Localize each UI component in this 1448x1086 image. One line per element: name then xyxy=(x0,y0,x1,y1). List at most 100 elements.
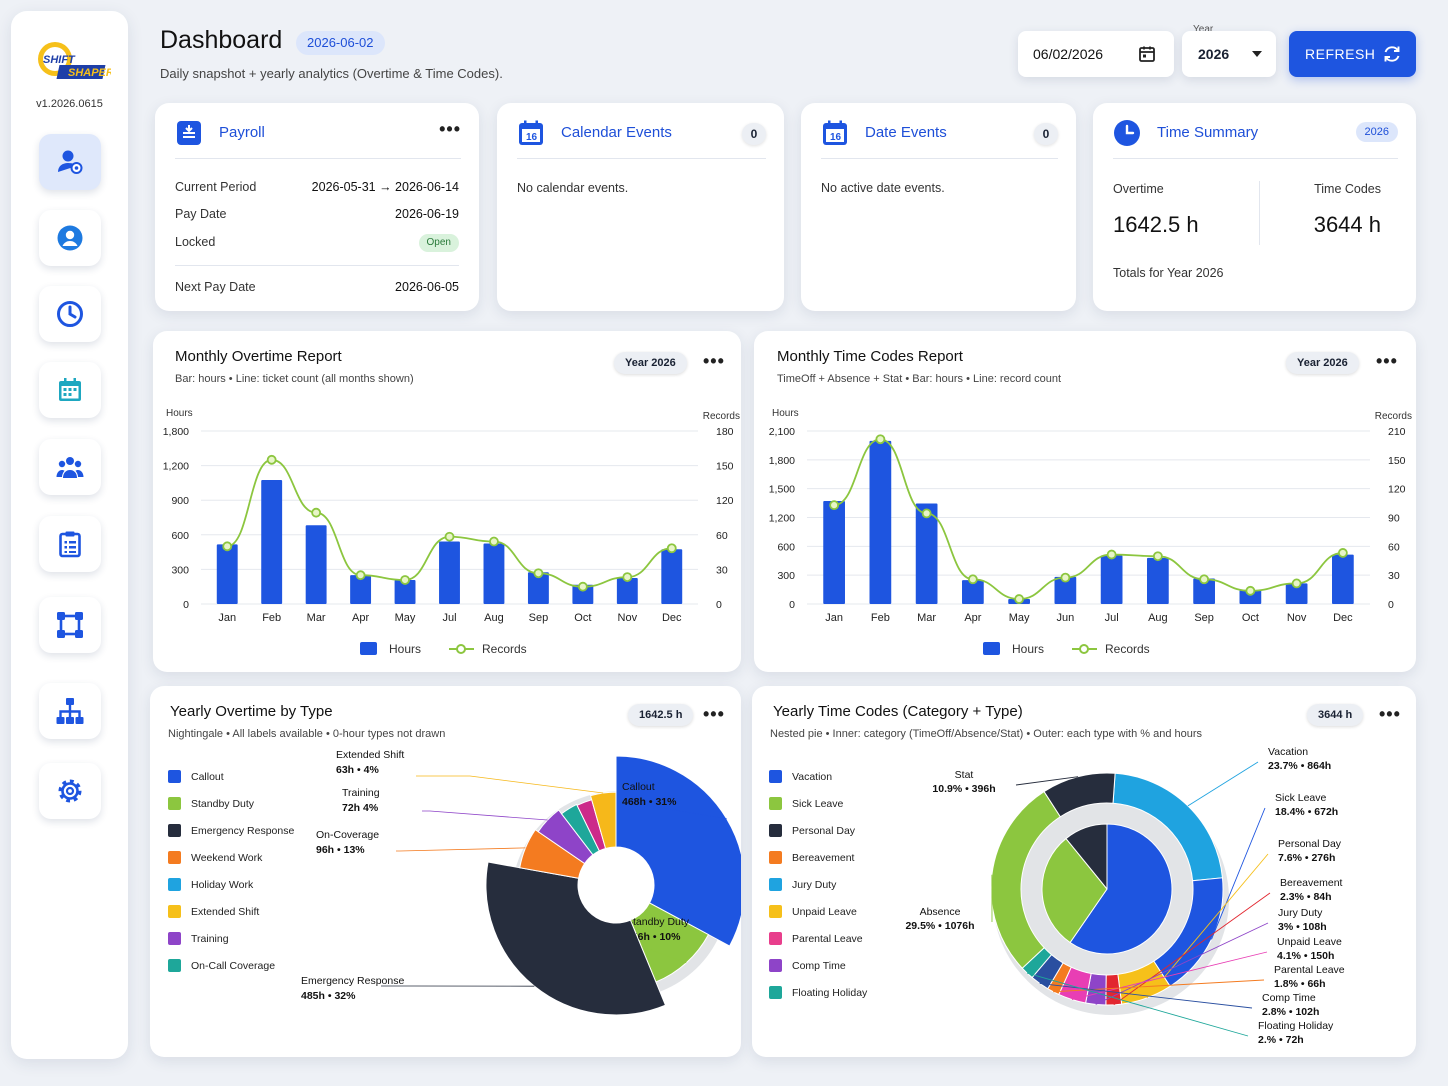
slice-value: 2.3% • 84h xyxy=(1280,891,1332,903)
y-tick-label: 600 xyxy=(171,530,189,542)
date-picker-input[interactable]: 06/02/2026 xyxy=(1018,31,1174,77)
slice-label: Comp Time xyxy=(1262,992,1316,1004)
legend-label: Standby Duty xyxy=(191,798,255,810)
outer-slice-stat xyxy=(1043,772,1116,818)
records-point-dec xyxy=(666,543,677,554)
logo-top-text: SHIFT xyxy=(43,54,76,66)
row-label: Next Pay Date xyxy=(175,280,256,294)
legend-label: Extended Shift xyxy=(191,906,260,918)
records-point-jul xyxy=(1106,549,1117,560)
payroll-card: Payroll ••• Current Period 2026-05-31 → … xyxy=(155,103,479,311)
records-point-sep xyxy=(1199,574,1210,585)
y2-tick-label: 120 xyxy=(1388,484,1406,496)
nav-time[interactable] xyxy=(39,286,101,342)
monthly-timecodes-more-icon[interactable]: ••• xyxy=(1376,351,1398,371)
records-point-jul xyxy=(444,531,455,542)
y-tick-label: 1,800 xyxy=(769,455,795,467)
legend-item[interactable]: Bereavement xyxy=(769,851,867,878)
x-tick-label: Dec xyxy=(1333,612,1353,624)
monthly-overtime-more-icon[interactable]: ••• xyxy=(703,351,725,371)
payroll-more-icon[interactable]: ••• xyxy=(439,119,461,139)
legend-label: Training xyxy=(191,933,229,945)
svg-text:16: 16 xyxy=(526,132,538,143)
legend-label: Jury Duty xyxy=(792,879,837,891)
legend-swatch xyxy=(168,797,181,810)
y2-tick-label: 30 xyxy=(1388,570,1400,582)
time-summary-year-badge: 2026 xyxy=(1355,122,1398,142)
slice-label: Vacation xyxy=(1268,746,1308,758)
nav-org-chart[interactable] xyxy=(39,683,101,739)
x-tick-label: Jul xyxy=(1105,612,1119,624)
records-point-dec xyxy=(1337,548,1348,558)
yearly-timecodes-subtitle: Nested pie • Inner: category (TimeOff/Ab… xyxy=(770,728,1203,740)
legend-item[interactable]: Emergency Response xyxy=(168,824,294,851)
nav-team[interactable] xyxy=(39,439,101,495)
legend-item[interactable]: Standby Duty xyxy=(168,797,294,824)
app-logo[interactable]: SHIFT SHAPER xyxy=(35,39,114,87)
legend-hours-label: Hours xyxy=(1012,642,1044,656)
legend-item[interactable]: Extended Shift xyxy=(168,905,294,932)
row-value: 2026-06-19 xyxy=(395,207,459,221)
time-summary-title: Time Summary xyxy=(1157,124,1259,141)
x-tick-label: Apr xyxy=(964,612,981,624)
nav-workflow[interactable] xyxy=(39,597,101,653)
legend-item[interactable]: Weekend Work xyxy=(168,851,294,878)
bar-aug xyxy=(1147,557,1169,604)
slice-value: 4.1% • 150h xyxy=(1277,950,1334,962)
legend-label: Vacation xyxy=(792,771,833,783)
slice-value: 96h • 13% xyxy=(316,844,365,856)
legend-item[interactable]: Holiday Work xyxy=(168,878,294,905)
x-tick-label: Aug xyxy=(484,612,504,624)
legend-item[interactable]: On-Call Coverage xyxy=(168,959,294,986)
timecodes-label: Time Codes xyxy=(1314,182,1381,196)
y2-tick-label: 180 xyxy=(716,426,734,438)
nav-payroll[interactable] xyxy=(39,134,101,190)
refresh-button[interactable]: REFRESH xyxy=(1289,31,1416,77)
y-tick-label: 1,500 xyxy=(769,484,795,496)
legend-swatch xyxy=(168,959,181,972)
year-select[interactable]: 2026 xyxy=(1182,31,1276,77)
overtime-label: Overtime xyxy=(1113,182,1164,196)
calendar-picker-icon[interactable] xyxy=(1138,45,1156,63)
legend-item[interactable]: Comp Time xyxy=(769,959,867,986)
legend-item[interactable]: Jury Duty xyxy=(769,878,867,905)
leader-line xyxy=(1039,983,1253,1009)
monthly-timecodes-subtitle: TimeOff + Absence + Stat • Bar: hours • … xyxy=(777,373,1062,385)
payroll-row-pay-date: Pay Date 2026-06-19 xyxy=(175,207,459,221)
yearly-timecodes-total-badge: 3644 h xyxy=(1307,704,1364,726)
slice-label: Floating Holiday xyxy=(1258,1020,1334,1032)
legend-item[interactable]: Unpaid Leave xyxy=(769,905,867,932)
date-events-empty: No active date events. xyxy=(821,181,945,195)
y2-tick-label: 60 xyxy=(716,530,728,542)
slice-label: Emergency Response xyxy=(301,975,404,987)
legend-label: Callout xyxy=(191,771,224,783)
yearly-overtime-more-icon[interactable]: ••• xyxy=(703,704,725,724)
legend-hours-swatch xyxy=(360,642,377,655)
y-tick-label: 1,200 xyxy=(163,461,189,473)
legend-item[interactable]: Callout xyxy=(168,770,294,797)
date-events-icon: 16 xyxy=(823,120,847,145)
legend-item[interactable]: Parental Leave xyxy=(769,932,867,959)
date-events-title: Date Events xyxy=(865,124,947,141)
records-point-oct xyxy=(1245,585,1256,596)
legend-item[interactable]: Training xyxy=(168,932,294,959)
legend-item[interactable]: Sick Leave xyxy=(769,797,867,824)
nav-settings[interactable] xyxy=(39,763,101,819)
legend-swatch xyxy=(769,851,782,864)
slice-label: Callout xyxy=(622,781,655,793)
clock-icon xyxy=(57,301,83,327)
slice-value: 2.% • 72h xyxy=(1258,1034,1304,1046)
nav-clipboard[interactable] xyxy=(39,516,101,572)
legend-label: Bereavement xyxy=(792,852,855,864)
monthly-timecodes-chart: Hours Records 0 0 300 30 600 60 1,200 90 1,500 120 1… xyxy=(769,408,1412,656)
legend-item[interactable]: Vacation xyxy=(769,770,867,797)
x-tick-label: Sep xyxy=(529,612,549,624)
slice-value: 72h 4% xyxy=(342,802,379,814)
nav-calendar[interactable] xyxy=(39,362,101,418)
profile-icon xyxy=(57,225,83,251)
leader-line xyxy=(1211,807,1266,940)
nav-profile[interactable] xyxy=(39,210,101,266)
legend-item[interactable]: Personal Day xyxy=(769,824,867,851)
legend-item[interactable]: Floating Holiday xyxy=(769,986,867,1013)
yearly-timecodes-more-icon[interactable]: ••• xyxy=(1379,704,1401,724)
